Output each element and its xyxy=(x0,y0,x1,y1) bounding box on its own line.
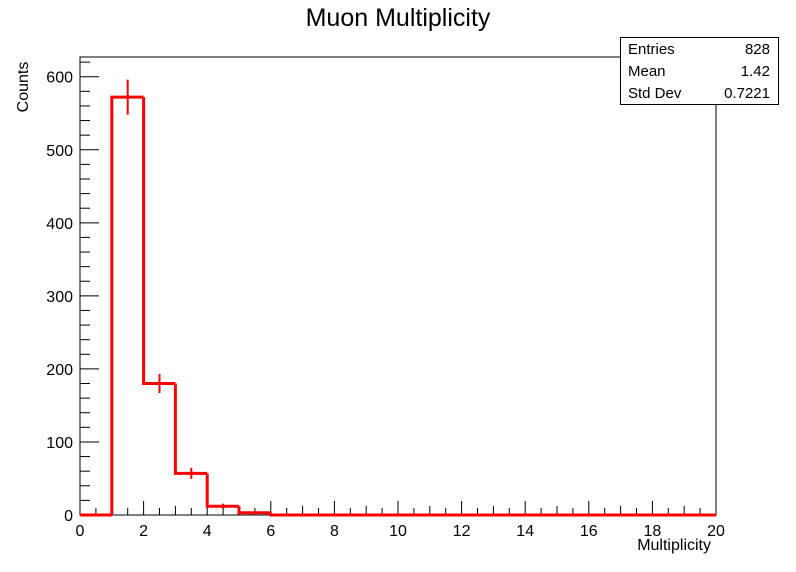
stats-row-stddev: Std Dev 0.7221 xyxy=(628,83,770,105)
stats-box: Entries 828 Mean 1.42 Std Dev 0.7221 xyxy=(620,37,779,105)
x-axis-label: Multiplicity xyxy=(637,537,711,554)
x-tick-label: 8 xyxy=(330,523,339,540)
histogram-bin xyxy=(205,473,239,508)
histogram-bin xyxy=(142,97,176,386)
x-tick-label: 2 xyxy=(139,523,148,540)
x-tick-label: 12 xyxy=(453,523,471,540)
x-tick-label: 18 xyxy=(644,523,662,540)
x-tick-label: 4 xyxy=(203,523,212,540)
y-tick-label: 0 xyxy=(64,508,73,525)
stats-label: Mean xyxy=(628,63,666,80)
stats-row-entries: Entries 828 xyxy=(628,39,770,61)
stats-value: 828 xyxy=(744,41,770,58)
x-tick-label: 0 xyxy=(76,523,85,540)
y-axis-label: Counts xyxy=(15,61,32,113)
histogram-bin xyxy=(110,95,144,515)
x-tick-label: 6 xyxy=(266,523,275,540)
stats-value: 1.42 xyxy=(740,63,770,80)
histogram-bin xyxy=(173,383,208,475)
y-tick-label: 300 xyxy=(46,289,73,306)
x-tick-label: 14 xyxy=(516,523,534,540)
stats-row-mean: Mean 1.42 xyxy=(628,61,770,83)
stats-label: Std Dev xyxy=(628,85,682,102)
y-tick-label: 400 xyxy=(46,216,73,233)
x-tick-label: 16 xyxy=(580,523,598,540)
histogram-bin xyxy=(269,512,303,517)
y-tick-label: 600 xyxy=(46,70,73,87)
chart-title: Muon Multiplicity xyxy=(305,4,491,32)
y-tick-label: 100 xyxy=(46,435,73,452)
stats-value: 0.7221 xyxy=(724,85,770,102)
histogram-bin xyxy=(237,506,271,515)
x-tick-label: 10 xyxy=(389,523,407,540)
y-tick-label: 500 xyxy=(46,143,73,160)
stats-label: Entries xyxy=(628,41,675,58)
x-tick-label: 20 xyxy=(707,523,725,540)
y-tick-label: 200 xyxy=(46,362,73,379)
